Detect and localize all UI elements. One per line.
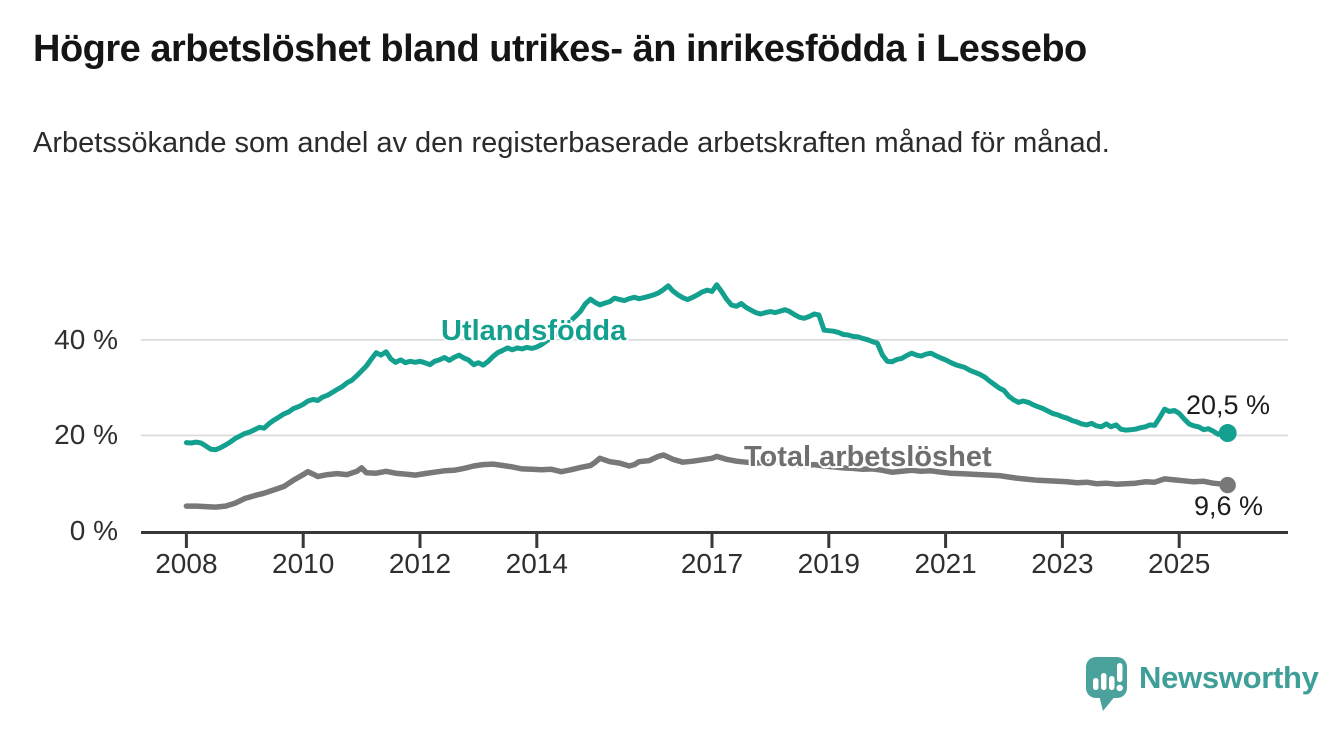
page-title: Högre arbetslöshet bland utrikes- än inr… (33, 28, 1087, 70)
x-axis-label-2008: 2008 (155, 548, 218, 579)
newsworthy-logo-text: Newsworthy (1139, 660, 1319, 695)
newsworthy-logo-icon (1086, 657, 1127, 711)
x-axis-label-2025: 2025 (1148, 548, 1211, 579)
logo-bars (1093, 663, 1123, 692)
newsworthy-logo: Newsworthy (1085, 655, 1319, 715)
total-arbetsloshet-line (183, 452, 1231, 510)
utlandsfodda-line (183, 282, 1231, 453)
x-axis-label-2021: 2021 (914, 548, 977, 579)
x-axis-label-2023: 2023 (1031, 548, 1094, 579)
utlandsfodda-end-dot (1218, 424, 1237, 443)
series-label-total-arbetsloshet: Total arbetslöshet (744, 441, 992, 473)
y-axis-label-40: 40 % (54, 323, 118, 355)
x-axis-label-2014: 2014 (505, 548, 568, 579)
y-axis-label-20: 20 % (54, 419, 118, 451)
total-end-dot (1219, 476, 1236, 494)
end-value-total: 9,6 % (1194, 491, 1264, 521)
x-axis-label-2017: 2017 (680, 548, 744, 579)
series-label-utlandsfodda: Utlandsfödda (441, 315, 627, 347)
x-axis-label-2010: 2010 (272, 548, 335, 579)
y-axis-label-0: 0 % (69, 515, 118, 546)
x-axis-label-2019: 2019 (797, 548, 860, 579)
page-subtitle: Arbetssökande som andel av den registerb… (33, 127, 1110, 159)
x-axis-label-2012: 2012 (388, 548, 452, 579)
end-value-utlandsfodda: 20,5 % (1186, 390, 1271, 420)
